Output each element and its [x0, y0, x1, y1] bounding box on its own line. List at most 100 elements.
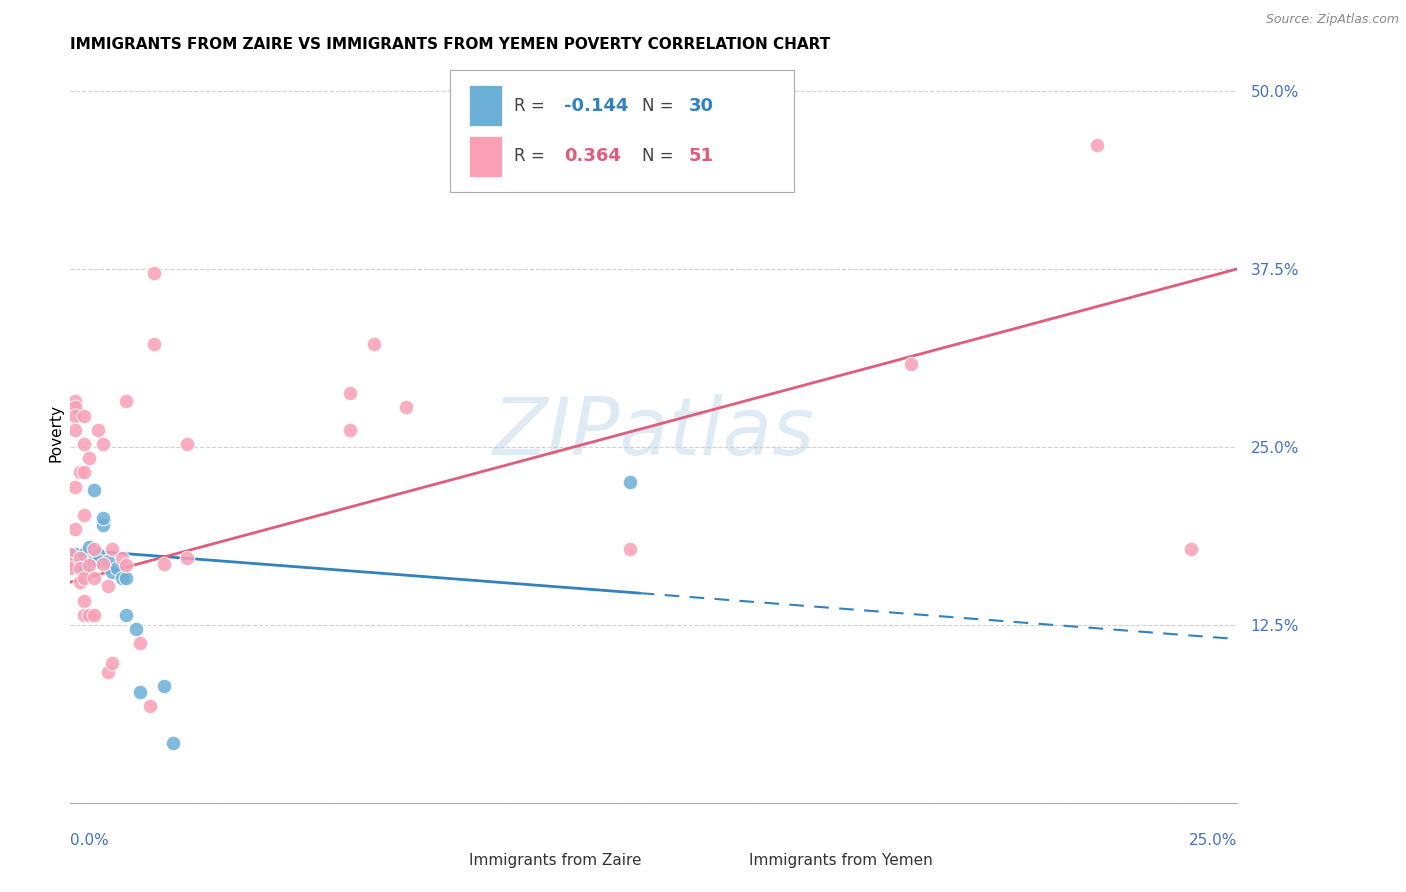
Point	[73, 561, 96, 575]
Point	[129, 685, 152, 699]
Point	[77, 558, 100, 572]
Point	[105, 561, 128, 575]
Point	[339, 423, 361, 437]
Point	[1085, 138, 1108, 153]
Point	[73, 607, 96, 622]
Point	[83, 571, 105, 585]
Point	[73, 557, 96, 571]
Point	[63, 423, 86, 437]
Text: 51: 51	[689, 147, 714, 165]
Point	[63, 394, 86, 409]
Bar	[706, 849, 741, 871]
Point	[363, 337, 385, 351]
Text: Immigrants from Yemen: Immigrants from Yemen	[749, 853, 934, 868]
Point	[77, 451, 100, 466]
Point	[83, 607, 105, 622]
Bar	[470, 86, 502, 126]
Point	[63, 409, 86, 423]
Point	[73, 437, 96, 451]
Point	[101, 657, 124, 671]
Text: R =: R =	[513, 96, 550, 115]
Point	[111, 571, 134, 585]
Point	[63, 554, 86, 568]
FancyBboxPatch shape	[450, 70, 794, 192]
Point	[900, 357, 922, 371]
Point	[91, 557, 114, 571]
Text: Source: ZipAtlas.com: Source: ZipAtlas.com	[1265, 13, 1399, 27]
Point	[63, 547, 86, 561]
Point	[162, 736, 184, 750]
Point	[73, 593, 96, 607]
Point	[619, 475, 641, 490]
Point	[73, 508, 96, 523]
Point	[59, 561, 82, 575]
Point	[59, 557, 82, 571]
Point	[63, 400, 86, 414]
Point	[69, 557, 91, 571]
Text: R =: R =	[513, 147, 550, 165]
Point	[83, 554, 105, 568]
Point	[97, 579, 120, 593]
Point	[73, 466, 96, 480]
Point	[395, 400, 418, 414]
Text: N =: N =	[643, 147, 679, 165]
Text: 0.364: 0.364	[564, 147, 621, 165]
Point	[63, 480, 86, 494]
Point	[115, 394, 138, 409]
Point	[129, 636, 152, 650]
Point	[91, 437, 114, 451]
Point	[77, 607, 100, 622]
Point	[69, 558, 91, 572]
Point	[1180, 542, 1202, 557]
Point	[339, 385, 361, 400]
Point	[143, 266, 166, 280]
Point	[124, 622, 146, 636]
Point	[87, 554, 110, 568]
Point	[101, 542, 124, 557]
Y-axis label: Poverty: Poverty	[48, 403, 63, 462]
Point	[73, 409, 96, 423]
Point	[63, 550, 86, 565]
Point	[59, 547, 82, 561]
Point	[63, 557, 86, 571]
Point	[176, 550, 198, 565]
Point	[115, 571, 138, 585]
Point	[59, 547, 82, 561]
Point	[69, 561, 91, 575]
Point	[176, 437, 198, 451]
Point	[87, 423, 110, 437]
Point	[619, 542, 641, 557]
Point	[111, 550, 134, 565]
Point	[115, 607, 138, 622]
Point	[69, 550, 91, 565]
Point	[59, 550, 82, 565]
Point	[87, 547, 110, 561]
Text: 25.0%: 25.0%	[1189, 833, 1237, 848]
Point	[143, 337, 166, 351]
Point	[101, 565, 124, 579]
Point	[152, 557, 174, 571]
Point	[83, 542, 105, 557]
Point	[73, 571, 96, 585]
Bar	[470, 136, 502, 177]
Point	[77, 540, 100, 554]
Bar	[426, 849, 461, 871]
Text: 30: 30	[689, 96, 714, 115]
Text: IMMIGRANTS FROM ZAIRE VS IMMIGRANTS FROM YEMEN POVERTY CORRELATION CHART: IMMIGRANTS FROM ZAIRE VS IMMIGRANTS FROM…	[70, 37, 831, 52]
Text: Immigrants from Zaire: Immigrants from Zaire	[470, 853, 643, 868]
Point	[69, 466, 91, 480]
Point	[83, 483, 105, 497]
Point	[91, 518, 114, 533]
Point	[73, 547, 96, 561]
Point	[69, 575, 91, 590]
Text: N =: N =	[643, 96, 679, 115]
Point	[69, 550, 91, 565]
Point	[97, 554, 120, 568]
Point	[91, 511, 114, 525]
Text: 0.0%: 0.0%	[70, 833, 110, 848]
Text: -0.144: -0.144	[564, 96, 628, 115]
Point	[152, 679, 174, 693]
Point	[63, 523, 86, 537]
Point	[97, 665, 120, 679]
Point	[138, 698, 160, 713]
